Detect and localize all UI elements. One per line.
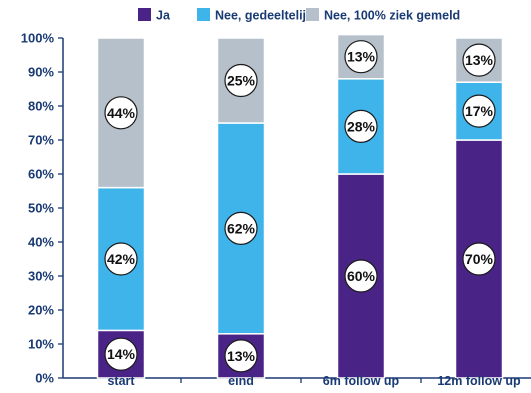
data-label: 70% (465, 251, 494, 267)
legend-label: Nee, gedeeltelijk (215, 9, 313, 23)
y-tick-label: 10% (28, 337, 54, 352)
legend-swatch (197, 8, 210, 21)
y-tick-label: 80% (28, 99, 54, 114)
data-label-bubble (462, 94, 496, 128)
x-category-label: 6m follow up (323, 374, 400, 388)
data-label: 13% (227, 348, 256, 364)
x-axis: start eind 6m follow up 12m follow up (107, 374, 521, 388)
data-label-bubble (104, 242, 138, 276)
bars (96, 33, 504, 379)
data-labels: 14% 42% 44% 13% 62% 25% 60% 28% 13% 70% 17% 13% (104, 40, 496, 373)
x-category-label: start (107, 374, 135, 388)
data-label-bubble (224, 63, 258, 98)
y-tick-label: 50% (28, 201, 54, 216)
y-tick-label: 60% (28, 167, 54, 182)
data-label: 60% (347, 268, 376, 284)
legend-label: Ja (156, 9, 171, 23)
x-category-label: eind (228, 374, 254, 388)
data-label-bubble (104, 337, 138, 371)
y-tick-label: 30% (28, 269, 54, 284)
data-label: 62% (227, 220, 256, 236)
data-label: 44% (107, 105, 136, 121)
data-label-bubble (462, 43, 496, 77)
data-label-bubble (344, 259, 378, 293)
legend: Ja Nee, gedeeltelijk Nee, 100% ziek gemeld (138, 8, 460, 23)
y-tick-label: 70% (28, 133, 54, 148)
data-label: 14% (107, 346, 136, 362)
y-tick-label: 90% (28, 65, 54, 80)
data-label-bubble (224, 211, 258, 245)
data-label: 28% (347, 118, 376, 134)
legend-swatch (138, 8, 151, 21)
data-label-bubble (462, 242, 496, 276)
data-label: 13% (347, 49, 376, 65)
y-tick-label: 20% (28, 303, 54, 318)
legend-swatch (306, 8, 319, 21)
data-label: 17% (465, 103, 494, 119)
data-label: 42% (107, 251, 136, 267)
data-label: 25% (227, 73, 256, 89)
x-category-label: 12m follow up (437, 374, 521, 388)
data-label-bubble (344, 40, 378, 74)
data-label: 13% (465, 52, 494, 68)
y-tick-label: 40% (28, 235, 54, 250)
legend-label: Nee, 100% ziek gemeld (324, 9, 460, 23)
data-label-bubble (224, 339, 258, 373)
data-label-bubble (104, 96, 138, 130)
y-tick-label: 100% (21, 31, 55, 46)
data-label-bubble (344, 109, 378, 144)
y-tick-label: 0% (35, 371, 54, 386)
